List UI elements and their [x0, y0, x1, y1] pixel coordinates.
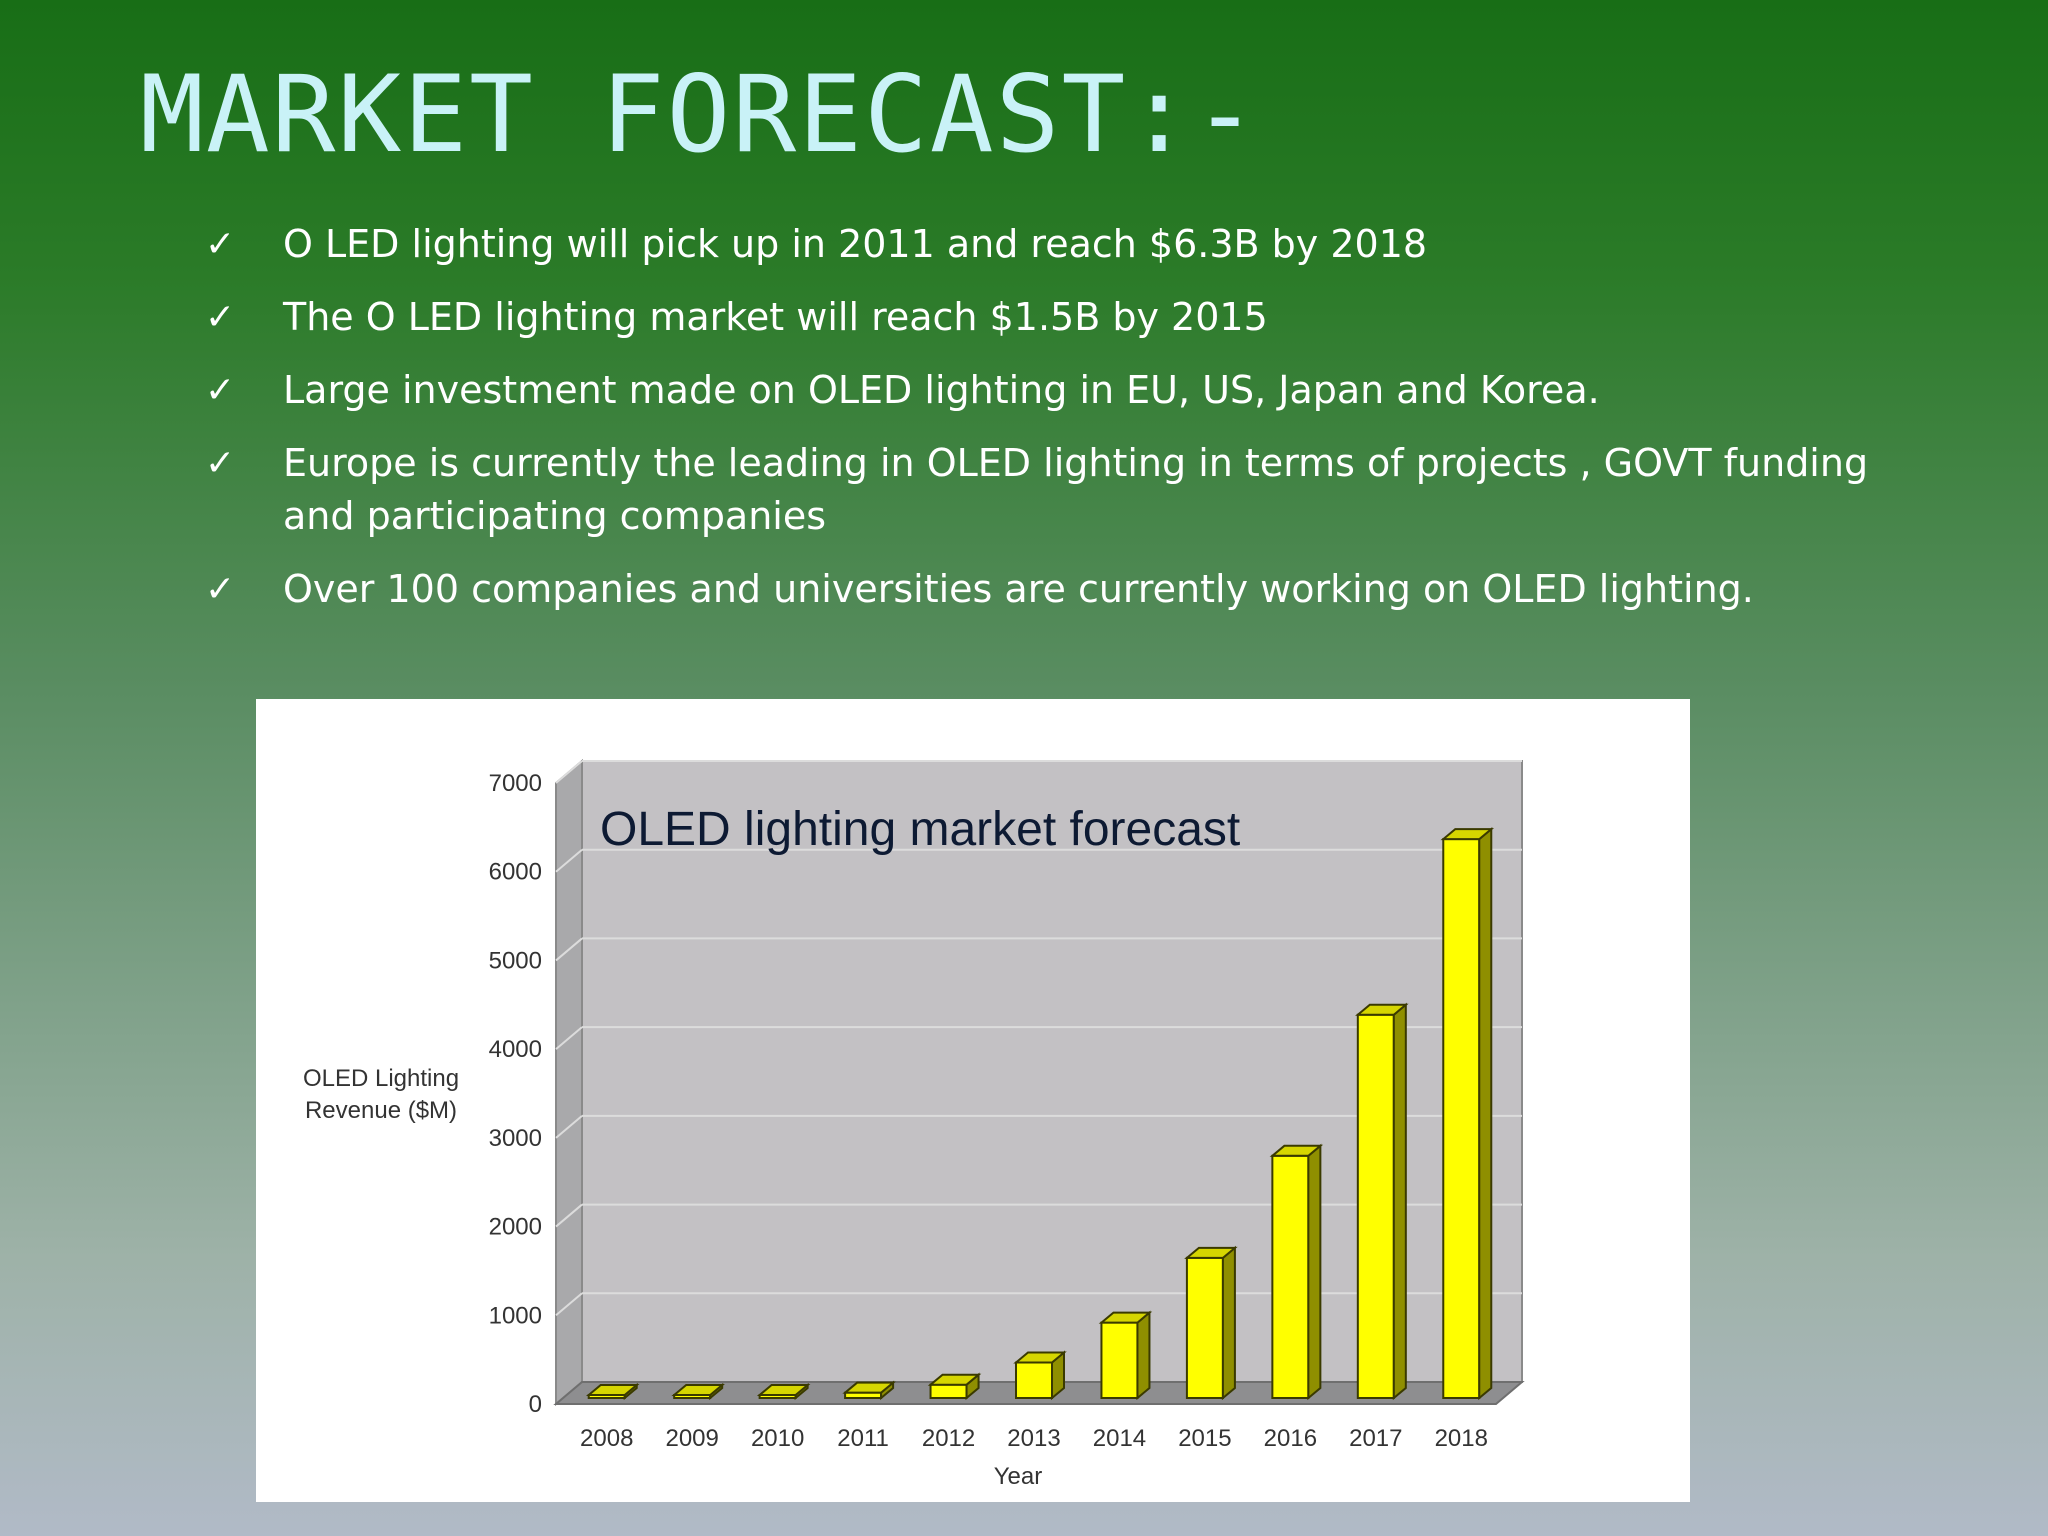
bar-front	[1356, 1013, 1395, 1399]
x-tick-label: 2015	[1178, 1425, 1231, 1452]
bullet-text: Europe is currently the leading in OLED …	[283, 441, 1869, 538]
bar-side	[1478, 826, 1493, 1401]
bar-front	[1015, 1361, 1053, 1399]
x-tick-label: 2017	[1349, 1425, 1402, 1452]
x-axis-title: Year	[994, 1463, 1043, 1490]
plot-left-wall	[555, 758, 583, 1407]
bar	[585, 1382, 640, 1401]
bullet-text: Large investment made on OLED lighting i…	[283, 368, 1600, 412]
bar	[1440, 826, 1495, 1401]
bullet-item: ✓ Europe is currently the leading in OLED…	[205, 437, 1905, 543]
x-tick-label: 2018	[1435, 1425, 1488, 1452]
bar-front	[929, 1383, 968, 1400]
x-tick-label: 2011	[837, 1425, 889, 1452]
bar-top	[1440, 828, 1495, 841]
bar-top	[927, 1373, 982, 1386]
bar-front	[1271, 1154, 1310, 1399]
gridline-side	[555, 1115, 583, 1139]
x-tick-label: 2016	[1264, 1425, 1317, 1452]
y-tick-label: 3000	[489, 1125, 542, 1152]
gridline-side	[555, 1203, 583, 1228]
gridline-side	[555, 760, 583, 784]
bar-top	[1013, 1351, 1067, 1364]
bullet-item: ✓ Large investment made on OLED lighting …	[205, 364, 1905, 417]
checkmark-icon: ✓	[205, 370, 236, 411]
y-tick-label: 7000	[489, 770, 542, 797]
chart-panel: 0 1000 2000 3000 4000 5000 6000 7000 2008 2009 20…	[256, 699, 1690, 1502]
bar-side	[1307, 1143, 1322, 1401]
chart-title: OLED lighting market forecast	[600, 803, 1240, 856]
bar	[842, 1380, 896, 1401]
bullet-text: The O LED lighting market will reach $1.…	[283, 295, 1268, 339]
y-tick-label: 0	[529, 1391, 542, 1418]
x-tick-labels: 2008 2009 2010 2011 2012 2013 2014 2015 2016 2017…	[580, 1425, 1488, 1452]
bullet-text: O LED lighting will pick up in 2011 and …	[283, 222, 1428, 266]
bar-side	[1221, 1245, 1236, 1401]
y-tick-labels: 0 1000 2000 3000 4000 5000 6000 7000	[489, 770, 542, 1418]
x-tick-label: 2014	[1093, 1425, 1146, 1452]
x-tick-label: 2008	[580, 1425, 633, 1452]
y-axis-title-line-1: OLED Lighting	[303, 1065, 459, 1092]
bullet-item: ✓ O LED lighting will pick up in 2011 and…	[205, 218, 1905, 271]
bullet-item: ✓ The O LED lighting market will reach $1…	[205, 291, 1905, 344]
checkmark-icon: ✓	[205, 569, 236, 610]
y-axis-title-line-2: Revenue ($M)	[305, 1097, 457, 1124]
bar-front	[1100, 1321, 1139, 1399]
bar-front	[1185, 1256, 1224, 1399]
bar	[1098, 1310, 1153, 1401]
bar-top	[1184, 1246, 1238, 1259]
x-tick-label: 2009	[665, 1425, 718, 1452]
bar-top	[1355, 1003, 1409, 1016]
bar	[927, 1372, 982, 1401]
bar-front	[1442, 838, 1481, 1400]
x-tick-label: 2010	[751, 1425, 804, 1452]
y-tick-label: 6000	[489, 859, 542, 886]
slide-title: MARKET FORECAST:-	[140, 53, 1259, 176]
gridline-side	[555, 937, 583, 962]
bar	[1184, 1245, 1238, 1401]
bullet-text: Over 100 companies and universities are …	[283, 567, 1754, 611]
bullet-item: ✓ Over 100 companies and universities are…	[205, 563, 1905, 616]
y-tick-label: 2000	[489, 1214, 542, 1241]
bar	[671, 1382, 725, 1401]
bar-top	[1098, 1311, 1153, 1324]
checkmark-icon: ✓	[205, 224, 236, 265]
bar-top	[671, 1384, 725, 1396]
bar-top	[842, 1381, 896, 1394]
bar	[1013, 1350, 1067, 1401]
gridline-side	[555, 1026, 583, 1050]
bar-side	[1136, 1310, 1151, 1401]
y-tick-label: 5000	[489, 947, 542, 974]
gridline-side	[555, 848, 583, 873]
bar-side	[1392, 1002, 1407, 1401]
checkmark-icon: ✓	[205, 297, 236, 338]
bar-top	[585, 1384, 640, 1396]
bars	[585, 826, 1495, 1401]
y-tick-label: 4000	[489, 1036, 542, 1063]
gridline-side	[555, 1292, 583, 1317]
checkmark-icon: ✓	[205, 443, 236, 484]
bar	[1269, 1143, 1324, 1401]
bar-top	[756, 1384, 811, 1396]
y-tick-label: 1000	[489, 1302, 542, 1329]
bar	[756, 1382, 811, 1401]
bar	[1355, 1002, 1409, 1401]
bullet-list: ✓ O LED lighting will pick up in 2011 and…	[205, 218, 1905, 636]
x-tick-label: 2013	[1007, 1425, 1060, 1452]
bar-top	[1269, 1144, 1324, 1157]
x-tick-label: 2012	[922, 1425, 975, 1452]
